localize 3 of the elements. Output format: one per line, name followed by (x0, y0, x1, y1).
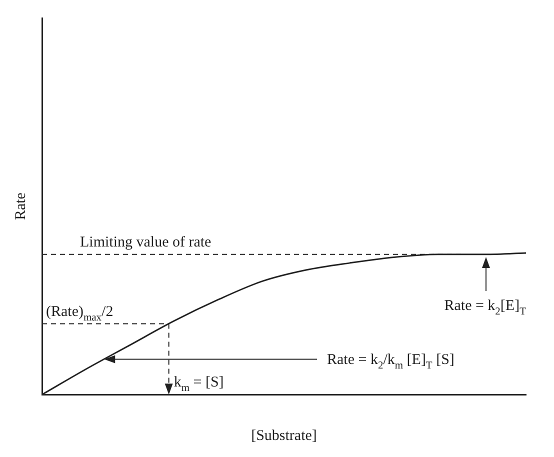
x-axis-title: [Substrate] (251, 428, 317, 444)
ref-line-label: Limiting value of rate (80, 234, 212, 250)
y-axis-title: Rate (12, 192, 29, 220)
